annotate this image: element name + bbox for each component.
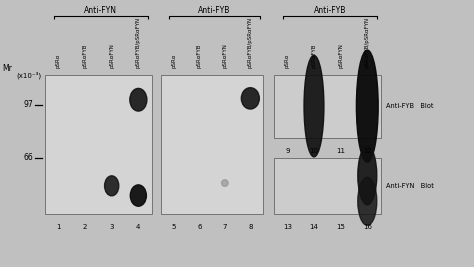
Text: 12: 12: [363, 148, 372, 154]
Text: Anti-FYN   Blot: Anti-FYN Blot: [386, 183, 434, 189]
Text: 7: 7: [223, 224, 227, 230]
Bar: [45, 75, 152, 214]
Text: 97: 97: [23, 100, 33, 109]
Ellipse shape: [358, 146, 377, 205]
Text: 2: 2: [83, 224, 87, 230]
Ellipse shape: [130, 185, 146, 206]
Text: 1: 1: [56, 224, 61, 230]
Text: 11: 11: [336, 148, 345, 154]
Text: pSRαFYB/pSRαFYN: pSRαFYB/pSRαFYN: [365, 17, 370, 68]
Ellipse shape: [241, 88, 259, 109]
Ellipse shape: [105, 176, 119, 196]
Text: pSRαFYB: pSRαFYB: [197, 44, 202, 68]
Text: Anti-FYB   Blot: Anti-FYB Blot: [386, 103, 434, 109]
Bar: [161, 75, 263, 214]
Text: (x10⁻³): (x10⁻³): [17, 71, 42, 78]
Text: Anti-FYB: Anti-FYB: [313, 6, 346, 15]
Text: 3: 3: [109, 224, 114, 230]
Text: Mr: Mr: [2, 64, 12, 73]
Text: 14: 14: [310, 224, 319, 230]
Text: 6: 6: [197, 224, 201, 230]
Text: 13: 13: [283, 224, 292, 230]
Ellipse shape: [304, 55, 324, 157]
Text: 15: 15: [336, 224, 345, 230]
Text: pSRαFYB: pSRαFYB: [311, 44, 317, 68]
Text: 5: 5: [172, 224, 176, 230]
Text: pSRαFYN: pSRαFYN: [109, 43, 114, 68]
Ellipse shape: [130, 88, 147, 111]
Text: Anti-FYB: Anti-FYB: [198, 6, 231, 15]
Text: pSRαFYB/pSRαFYN: pSRαFYB/pSRαFYN: [248, 17, 253, 68]
Ellipse shape: [221, 180, 228, 186]
Ellipse shape: [356, 50, 378, 162]
Text: 8: 8: [248, 224, 253, 230]
Text: pSRαFYN: pSRαFYN: [222, 43, 228, 68]
Text: 66: 66: [23, 153, 33, 162]
Bar: [274, 75, 381, 138]
Text: pSRα: pSRα: [285, 54, 290, 68]
Text: Anti-FYN: Anti-FYN: [84, 6, 117, 15]
Text: pSRαFYN: pSRαFYN: [338, 43, 343, 68]
Text: 16: 16: [363, 224, 372, 230]
Text: pSRαFYB/pSRαFYN: pSRαFYB/pSRαFYN: [136, 17, 141, 68]
Ellipse shape: [358, 177, 377, 225]
Text: pSRα: pSRα: [56, 54, 61, 68]
Text: 10: 10: [310, 148, 319, 154]
Text: pSRα: pSRα: [172, 54, 176, 68]
Text: pSRαFYB: pSRαFYB: [82, 44, 88, 68]
Bar: [274, 158, 381, 214]
Text: 4: 4: [136, 224, 140, 230]
Text: 9: 9: [285, 148, 290, 154]
